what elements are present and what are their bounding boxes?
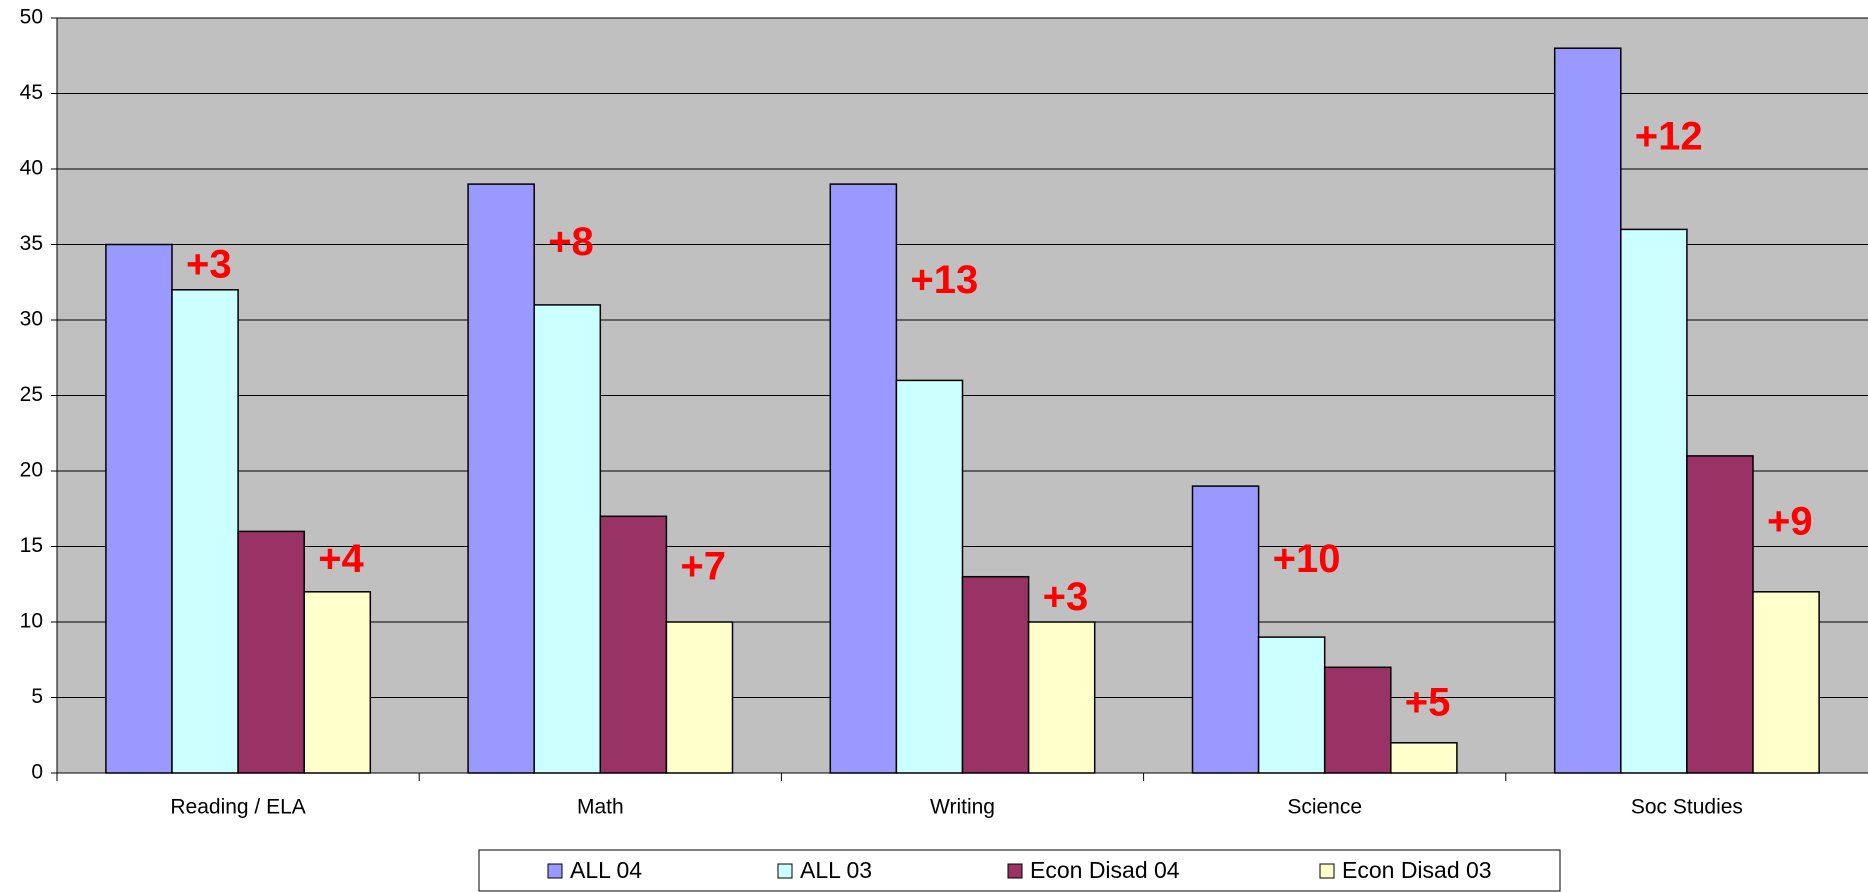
y-tick-label: 10 [20, 610, 43, 633]
bar [237, 530, 305, 774]
bar [1257, 636, 1326, 774]
bar [303, 591, 372, 774]
legend-swatch [547, 863, 563, 879]
y-tick-label: 45 [20, 81, 43, 104]
x-tick-label: Soc Studies [1631, 796, 1743, 819]
legend-label: ALL 03 [800, 857, 872, 883]
bar [599, 515, 668, 774]
bar [533, 304, 602, 774]
x-tick-label: Writing [930, 796, 995, 819]
legend-swatch [1007, 863, 1023, 879]
annotation: +12 [1635, 114, 1703, 158]
legend-swatch [777, 863, 793, 879]
y-tick-label: 5 [31, 685, 43, 708]
annotation: +3 [186, 243, 232, 287]
bar [1323, 666, 1392, 774]
bar [895, 379, 964, 774]
annotation: +9 [1767, 499, 1813, 543]
annotation: +3 [1043, 575, 1089, 619]
bar [1191, 485, 1260, 774]
y-tick-label: 40 [20, 157, 43, 180]
legend-label: Econ Disad 03 [1342, 857, 1492, 883]
x-tick-label: Math [577, 796, 624, 819]
annotation: +4 [318, 537, 364, 581]
legend-label: Econ Disad 04 [1030, 857, 1180, 883]
bar [1390, 742, 1458, 774]
annotation: +8 [548, 220, 594, 264]
bar [1686, 455, 1754, 774]
bar [961, 575, 1030, 774]
y-tick-label: 0 [31, 761, 43, 784]
bar [1620, 228, 1688, 774]
bar [1027, 621, 1096, 774]
y-tick-label: 35 [20, 232, 43, 255]
annotation: +7 [680, 545, 726, 589]
bar [829, 183, 898, 774]
bar [467, 183, 535, 774]
bar [171, 289, 239, 774]
y-tick-label: 25 [20, 383, 43, 406]
y-tick-label: 30 [20, 308, 43, 331]
legend-swatch [1319, 863, 1335, 879]
annotation: +5 [1405, 681, 1451, 725]
y-tick-label: 15 [20, 534, 43, 557]
y-tick-label: 50 [20, 6, 43, 29]
bar [665, 621, 734, 774]
legend-label: ALL 04 [570, 857, 642, 883]
bar [105, 243, 173, 774]
x-tick-label: Science [1287, 796, 1362, 819]
x-tick-label: Reading / ELA [170, 796, 305, 819]
y-tick-label: 20 [20, 459, 43, 482]
bar [1752, 591, 1820, 774]
bar [1553, 47, 1622, 774]
annotation: +13 [910, 258, 978, 302]
annotation: +10 [1273, 537, 1341, 581]
